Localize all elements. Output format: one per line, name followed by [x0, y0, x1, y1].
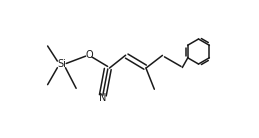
Text: Si: Si: [57, 59, 66, 69]
Text: N: N: [99, 92, 106, 103]
Text: O: O: [85, 50, 93, 60]
